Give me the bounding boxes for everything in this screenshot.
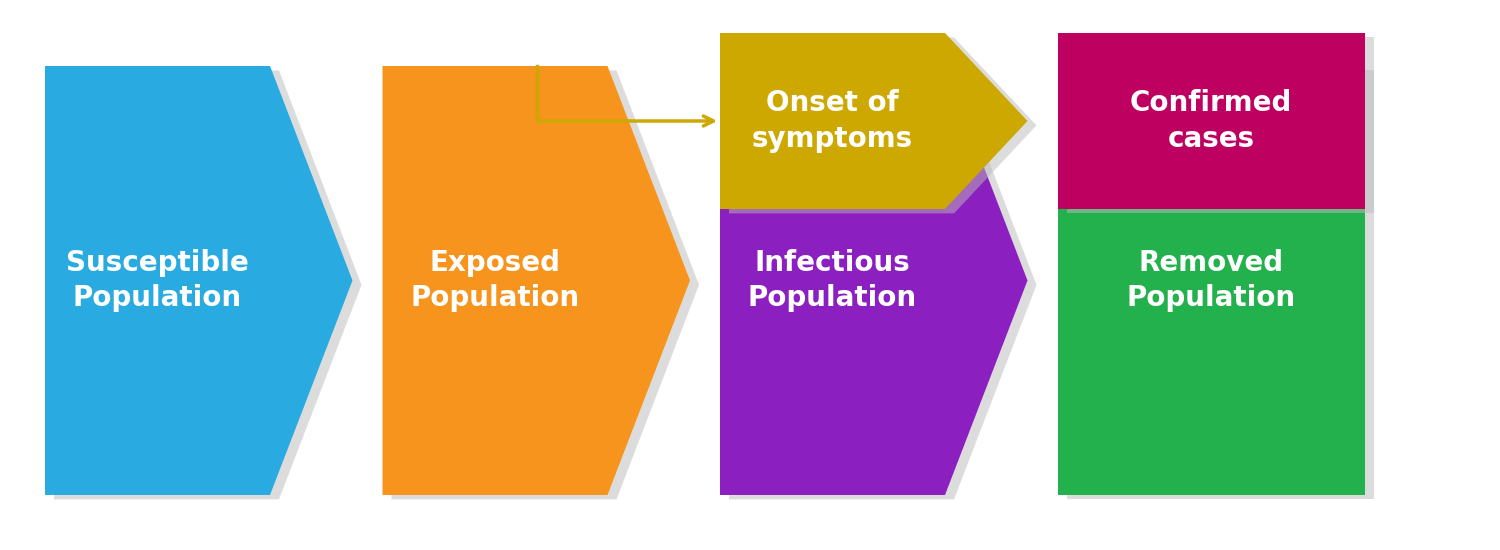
- Text: Onset of
symptoms: Onset of symptoms: [752, 89, 914, 153]
- Polygon shape: [1058, 66, 1365, 495]
- Polygon shape: [729, 37, 1036, 213]
- Text: Exposed
Population: Exposed Population: [411, 249, 579, 312]
- Polygon shape: [720, 33, 1028, 209]
- Polygon shape: [382, 66, 690, 495]
- Polygon shape: [45, 66, 352, 495]
- Polygon shape: [720, 66, 1028, 495]
- Text: Removed
Population: Removed Population: [1126, 249, 1296, 312]
- Polygon shape: [1066, 70, 1374, 499]
- Text: Susceptible
Population: Susceptible Population: [66, 249, 249, 312]
- Polygon shape: [392, 70, 699, 499]
- Text: Infectious
Population: Infectious Population: [748, 249, 916, 312]
- Polygon shape: [54, 70, 362, 499]
- Polygon shape: [1066, 37, 1374, 213]
- Text: Confirmed
cases: Confirmed cases: [1130, 89, 1293, 153]
- Polygon shape: [1058, 33, 1365, 209]
- Polygon shape: [729, 70, 1036, 499]
